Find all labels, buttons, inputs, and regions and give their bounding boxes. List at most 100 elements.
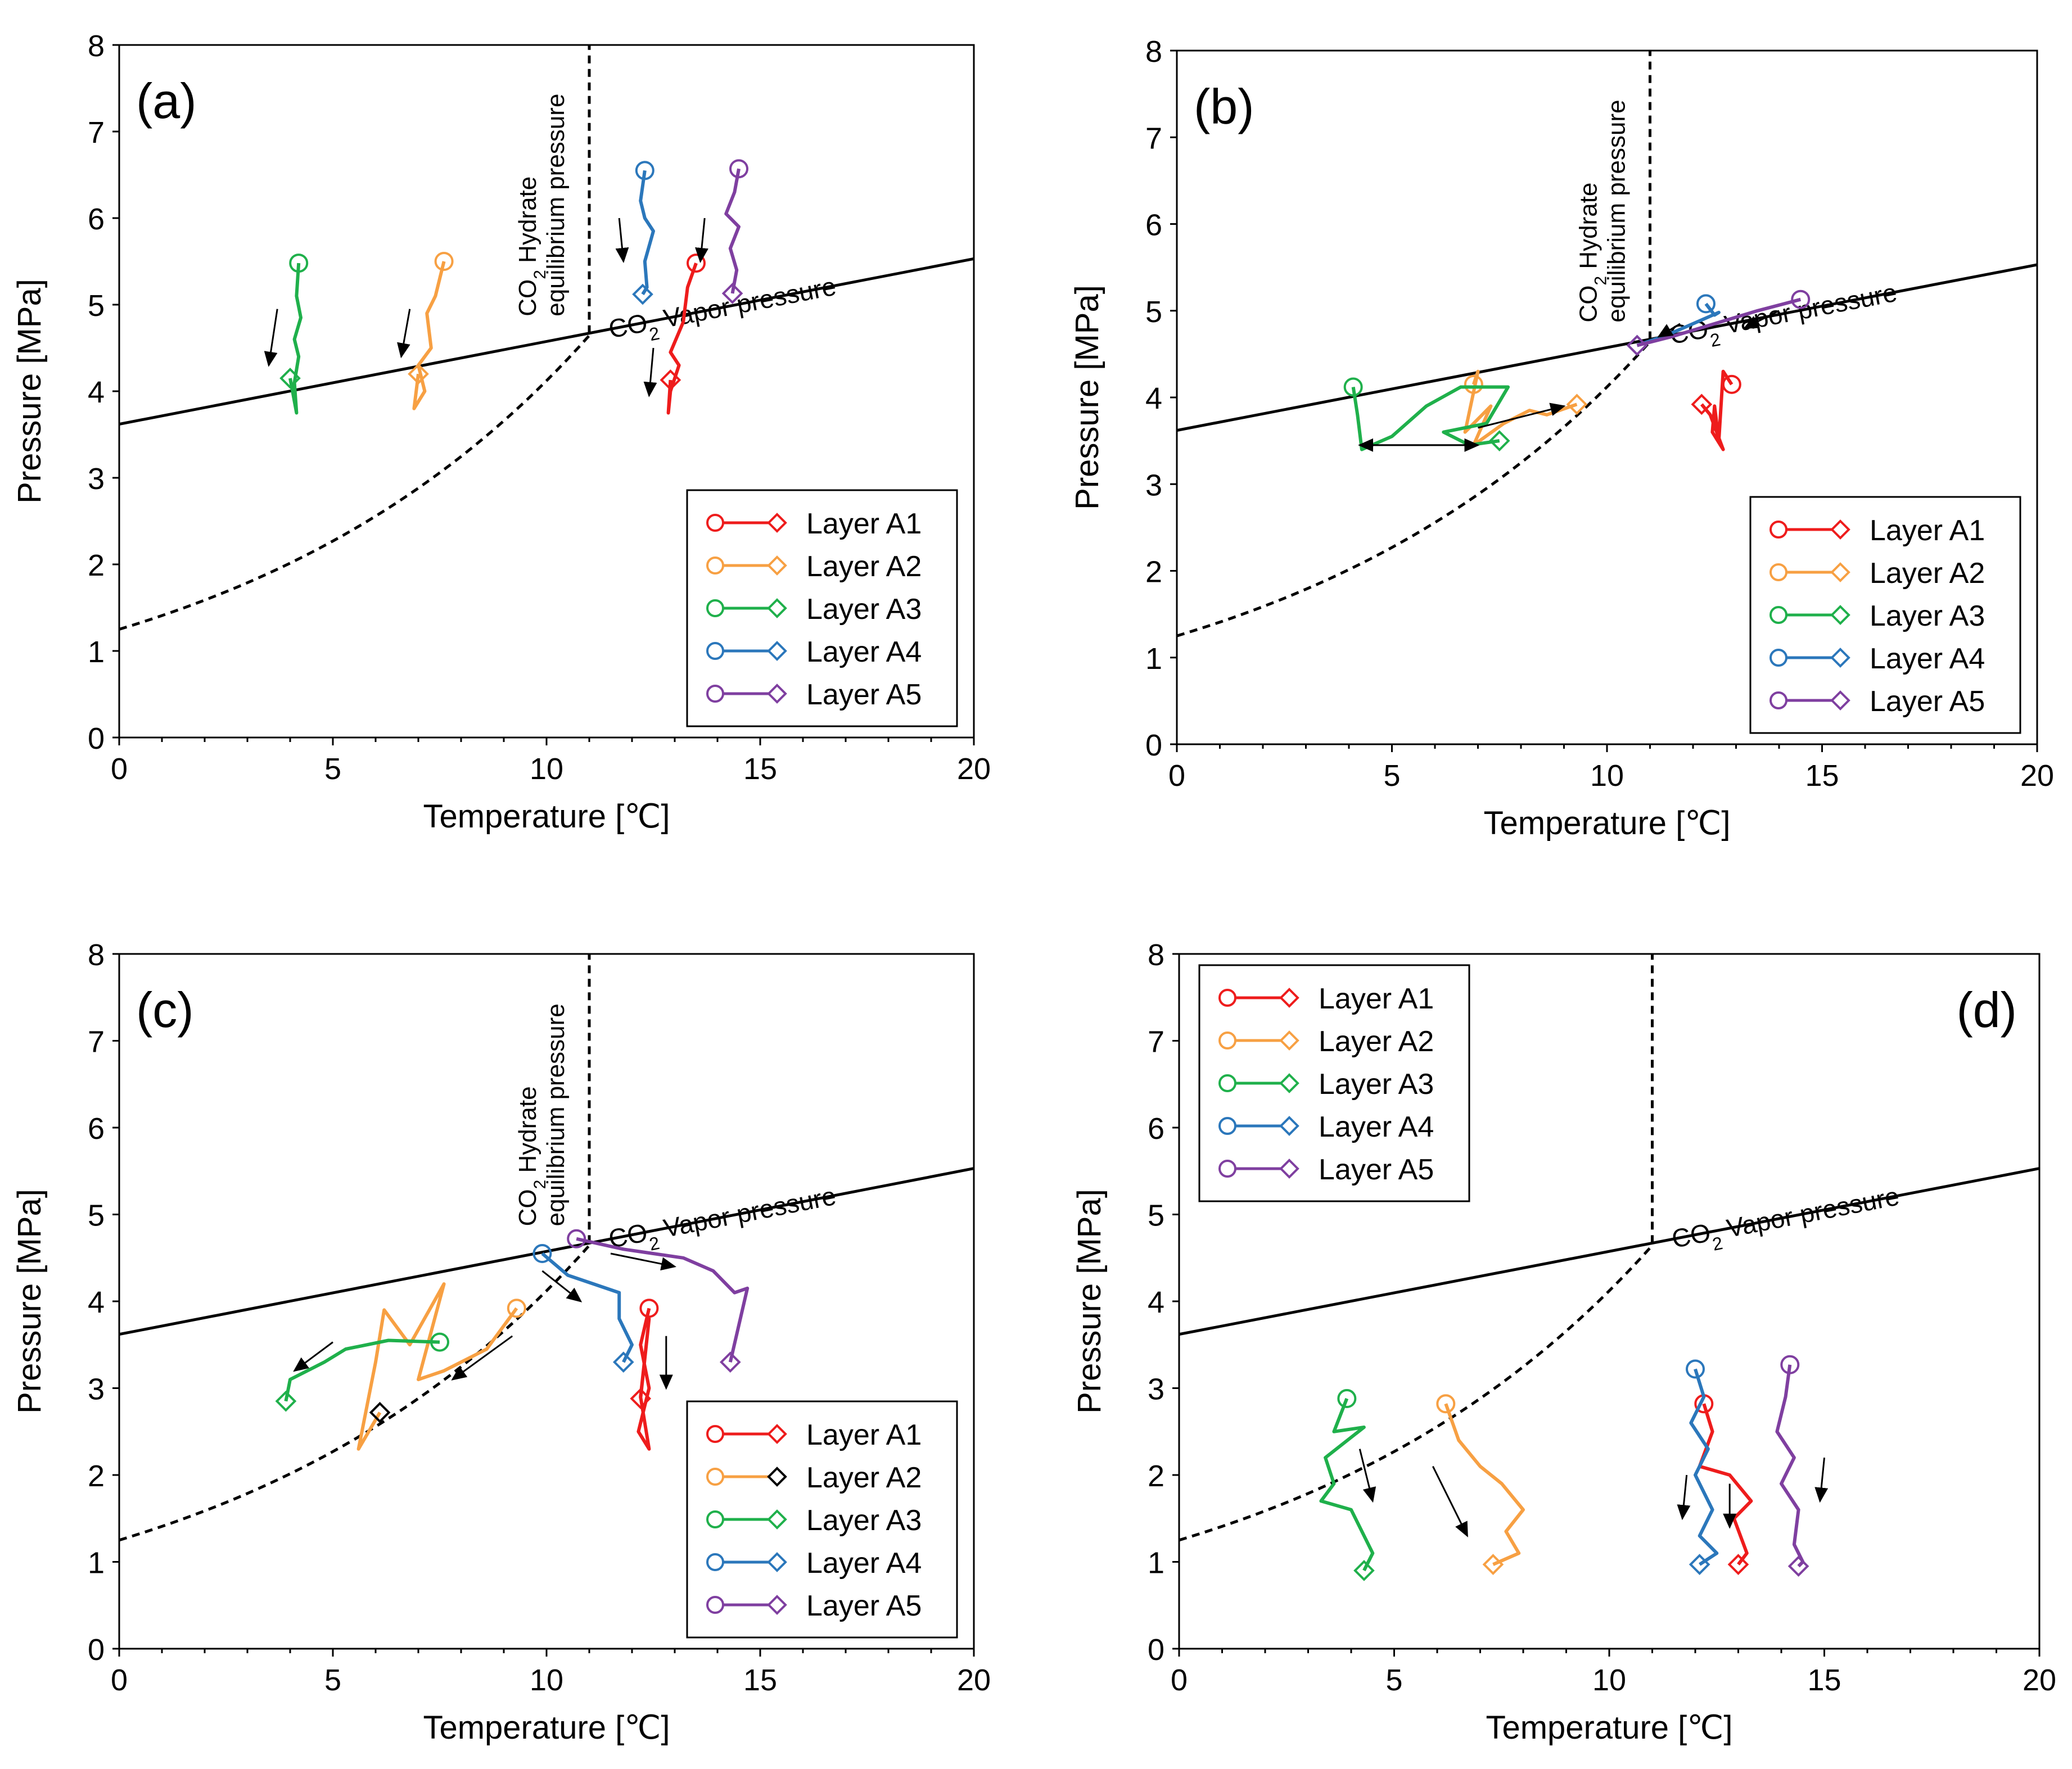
legend-label: Layer A5: [806, 1590, 922, 1622]
series-line-a3: [284, 1338, 440, 1402]
y-tick-label: 8: [1145, 35, 1162, 69]
y-tick-label: 5: [88, 1199, 105, 1233]
direction-arrow: [1657, 323, 1681, 338]
start-marker: [532, 1244, 552, 1264]
series-line-a3: [1319, 1397, 1375, 1572]
y-tick-label: 2: [88, 1459, 105, 1493]
start-marker: [1780, 1355, 1800, 1374]
legend-diamond: [1830, 519, 1850, 540]
legend-diamond: [767, 513, 787, 533]
x-tick-label: 5: [1385, 1663, 1402, 1697]
legend-label: Layer A1: [806, 1419, 922, 1451]
x-tick-label: 20: [957, 1663, 991, 1697]
series-line-a4: [639, 170, 655, 296]
plot-area: [1179, 954, 2039, 1581]
legend-circle: [1218, 989, 1236, 1007]
start-marker: [567, 1229, 586, 1248]
direction-arrow: [1677, 1474, 1691, 1521]
y-tick-label: 4: [1145, 382, 1162, 415]
end-marker: [1691, 393, 1713, 415]
series-line-a5: [724, 168, 741, 294]
legend-diamond: [1279, 988, 1299, 1008]
y-tick-label: 8: [1148, 938, 1164, 972]
x-tick-label: 0: [111, 752, 128, 786]
start-marker: [1791, 289, 1811, 309]
end-marker: [660, 369, 681, 391]
end-marker: [408, 363, 429, 385]
end-marker: [721, 283, 743, 304]
y-tick-label: 5: [1148, 1199, 1164, 1233]
vapor-pressure-line: [119, 1167, 974, 1336]
hydrate-label: CO2 Hydrateequilibrium pressure: [514, 94, 570, 316]
y-tick-label: 1: [1148, 1546, 1164, 1580]
start-marker: [1722, 374, 1741, 394]
legend-circle: [706, 1510, 724, 1528]
end-marker: [1488, 430, 1510, 451]
plot-area: [1177, 51, 2037, 637]
series-line-a1: [666, 263, 698, 415]
legend-circle: [706, 1553, 724, 1571]
y-tick-label: 1: [88, 1546, 105, 1580]
y-tick-label: 3: [88, 1373, 105, 1406]
y-tick-label: 2: [1145, 555, 1162, 589]
legend-label: Layer A1: [1319, 983, 1434, 1015]
direction-arrow: [1432, 1465, 1468, 1537]
legend-diamond: [767, 1467, 787, 1487]
y-tick-label: 6: [88, 202, 105, 236]
end-marker: [630, 1388, 652, 1409]
end-marker: [1626, 334, 1648, 356]
legend-circle: [1769, 606, 1787, 624]
end-marker: [632, 283, 653, 305]
legend-label: Layer A2: [806, 550, 922, 583]
legend-label: Layer A3: [806, 1504, 922, 1537]
hydrate-label: CO2 Hydrateequilibrium pressure: [1575, 99, 1631, 322]
x-tick-label: 20: [2023, 1663, 2056, 1697]
series-line-a4: [541, 1252, 634, 1363]
legend-diamond: [1279, 1159, 1299, 1179]
end-marker: [612, 1351, 634, 1373]
legend: Layer A1 Layer A2 Layer A3 Layer A4 Layer A5: [1198, 964, 1470, 1202]
legend-label: Layer A4: [806, 1547, 922, 1580]
end-marker: [719, 1351, 741, 1373]
vapor-pressure-line: [119, 257, 974, 426]
direction-arrow: [451, 1335, 513, 1381]
legend-diamond: [767, 684, 787, 704]
x-tick-label: 0: [1168, 759, 1185, 793]
legend-label: Layer A2: [1870, 557, 1985, 590]
x-tick-label: 0: [1171, 1663, 1188, 1697]
legend-diamond: [1830, 562, 1850, 582]
x-tick-label: 15: [743, 1663, 777, 1697]
legend-circle: [1218, 1031, 1236, 1049]
legend-circle: [1769, 563, 1787, 581]
start-marker: [1686, 1359, 1705, 1379]
start-marker: [635, 161, 654, 180]
legend-diamond: [767, 1552, 787, 1572]
y-tick-label: 4: [1148, 1286, 1164, 1319]
x-tick-label: 10: [1592, 1663, 1626, 1697]
y-tick-label: 7: [88, 116, 105, 150]
y-tick-label: 7: [1145, 121, 1162, 155]
end-marker: [1689, 1554, 1710, 1575]
start-marker: [1464, 374, 1483, 394]
vapor-pressure-label: CO2 Vapor pressure: [1669, 1181, 1903, 1262]
hydrate-equilibrium-curve: [1177, 341, 1651, 637]
x-axis-label: Temperature [℃]: [423, 798, 670, 835]
series-line-a2: [412, 261, 446, 410]
direction-arrow: [643, 347, 657, 397]
legend-label: Layer A4: [1870, 643, 1985, 675]
legend-label: Layer A5: [1870, 685, 1985, 718]
end-marker: [1353, 1560, 1375, 1581]
legend-label: Layer A5: [1319, 1153, 1434, 1186]
y-tick-label: 0: [88, 722, 105, 755]
y-tick-label: 1: [1145, 642, 1162, 676]
legend: Layer A1 Layer A2 Layer A3 Layer A4 Layer A5: [1749, 496, 2021, 734]
y-tick-label: 0: [88, 1633, 105, 1667]
y-tick-label: 7: [1148, 1025, 1164, 1059]
end-marker: [1566, 393, 1588, 415]
legend-label: Layer A1: [806, 508, 922, 540]
direction-arrow: [541, 1270, 583, 1302]
direction-arrow: [615, 218, 629, 263]
y-tick-label: 6: [88, 1112, 105, 1146]
series-line-a4: [1689, 1368, 1719, 1566]
